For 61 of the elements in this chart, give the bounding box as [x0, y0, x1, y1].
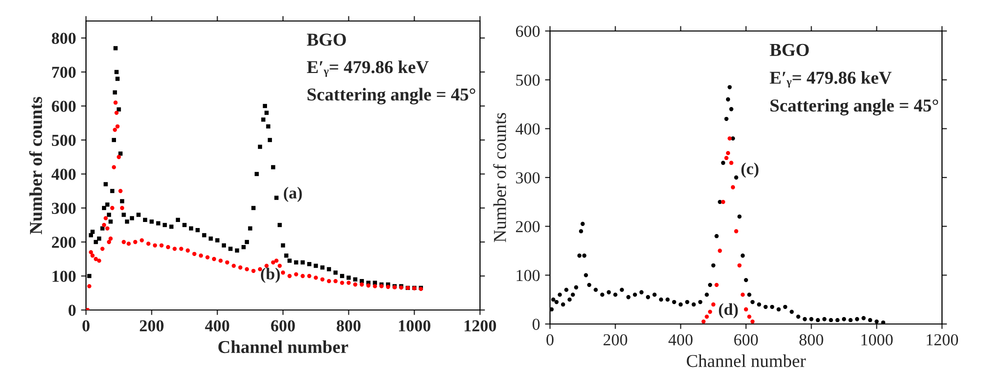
annotation: (b): [260, 268, 280, 283]
y-tick-label: 400: [52, 168, 76, 180]
point: [729, 160, 734, 165]
x-tick-label: 200: [604, 334, 628, 346]
x-axis-title: Channel number: [686, 354, 806, 368]
y-tick-label: 600: [52, 100, 76, 112]
x-tick-label: 1200: [464, 320, 496, 332]
y-tick-label: 300: [516, 172, 540, 184]
point: [704, 314, 709, 319]
y-axis-title: Number of counts: [493, 112, 506, 242]
point: [711, 302, 716, 307]
x-tick-label: 0: [82, 320, 90, 332]
y-tick-label: 700: [52, 66, 76, 78]
annotation: E′ᵧ= 479.86 keV: [306, 60, 429, 77]
y-tick-label: 100: [516, 270, 540, 282]
y-axis-title: Number of counts: [29, 96, 42, 234]
point: [744, 307, 748, 312]
annotation: (a): [284, 186, 302, 202]
point: [728, 136, 732, 141]
point: [747, 314, 752, 319]
x-tick-label: 1000: [861, 334, 893, 346]
y-tick-label: 200: [52, 236, 76, 248]
point: [737, 263, 742, 268]
y-tick-label: 500: [52, 134, 76, 146]
x-tick-label: 0: [546, 334, 554, 346]
y-tick-label: 200: [516, 221, 540, 232]
x-axis-title: Channel number: [218, 340, 348, 354]
point: [701, 319, 706, 324]
y-tick-label: 0: [68, 304, 76, 316]
x-tick-label: 400: [205, 320, 230, 332]
x-tick-label: 800: [336, 320, 361, 332]
annotation: BGO: [770, 44, 809, 56]
y-tick-label: 400: [516, 123, 540, 135]
point: [708, 310, 712, 314]
x-tick-label: 400: [668, 334, 693, 346]
point: [714, 282, 719, 288]
y-tick-label: 100: [52, 270, 76, 282]
point: [724, 156, 728, 160]
x-tick-label: 600: [734, 334, 758, 346]
point: [718, 248, 722, 253]
point: [740, 292, 745, 297]
x-tick-label: 1000: [399, 320, 430, 332]
x-tick-label: 600: [271, 320, 295, 332]
y-tick-label: 600: [516, 26, 540, 37]
annotation: (c): [741, 162, 758, 178]
point: [726, 151, 730, 156]
annotation: BGO: [306, 34, 346, 46]
x-tick-label: 200: [140, 320, 164, 332]
annotation: Scattering angle = 45°: [308, 88, 476, 104]
annotation: E′ᵧ= 479.86 keV: [770, 71, 892, 88]
annotation: (d): [718, 303, 738, 318]
annotation: Scattering angle = 45°: [770, 98, 938, 116]
x-tick-label: 1200: [926, 334, 958, 346]
y-tick-label: 300: [52, 202, 76, 214]
x-tick-label: 800: [799, 334, 824, 346]
y-tick-label: 500: [516, 74, 540, 86]
point: [730, 185, 736, 190]
point: [721, 200, 726, 204]
point: [750, 319, 755, 324]
y-tick-label: 800: [52, 32, 76, 44]
point: [734, 229, 738, 234]
